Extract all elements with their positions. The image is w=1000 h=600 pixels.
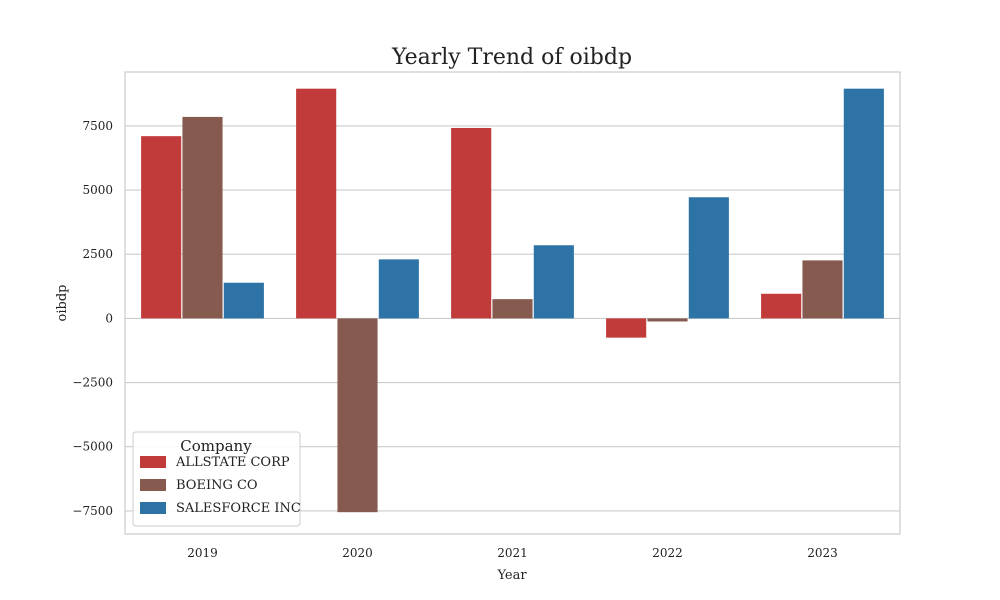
bar-salesforce-inc-2023 xyxy=(843,88,884,319)
bar-allstate-corp-2020 xyxy=(296,88,337,319)
y-tick-label: −5000 xyxy=(72,440,113,454)
bar-allstate-corp-2023 xyxy=(761,293,802,319)
y-tick-label: 7500 xyxy=(82,119,113,133)
legend-label: BOEING CO xyxy=(176,478,258,493)
bars xyxy=(141,88,884,513)
legend-title: Company xyxy=(180,437,252,455)
bar-boeing-co-2020 xyxy=(337,318,378,513)
y-tick-labels: −7500 −5000 −2500 0 2500 5000 7500 xyxy=(72,119,113,518)
bar-allstate-corp-2021 xyxy=(451,127,492,319)
legend-swatch xyxy=(140,479,166,491)
y-tick-label: 5000 xyxy=(82,183,113,197)
x-tick-label: 2021 xyxy=(497,546,528,560)
bar-salesforce-inc-2021 xyxy=(533,245,574,319)
bar-salesforce-inc-2020 xyxy=(378,259,419,319)
y-tick-label: 2500 xyxy=(82,247,113,261)
bar-allstate-corp-2019 xyxy=(141,136,182,319)
bar-boeing-co-2021 xyxy=(492,299,533,319)
x-axis-label: Year xyxy=(496,568,527,583)
bar-salesforce-inc-2019 xyxy=(223,282,264,319)
legend-label: ALLSTATE CORP xyxy=(175,455,290,470)
y-tick-label: −2500 xyxy=(72,376,113,390)
x-tick-label: 2022 xyxy=(652,546,683,560)
bar-boeing-co-2023 xyxy=(802,260,843,319)
chart-title: Yearly Trend of oibdp xyxy=(391,45,632,70)
x-tick-label: 2023 xyxy=(807,546,838,560)
x-tick-label: 2020 xyxy=(342,546,373,560)
bar-boeing-co-2022 xyxy=(647,318,688,322)
y-tick-label: −7500 xyxy=(72,504,113,518)
bar-boeing-co-2019 xyxy=(182,116,223,319)
legend-items: ALLSTATE CORP BOEING CO SALESFORCE INC xyxy=(140,455,301,516)
legend-swatch xyxy=(140,502,166,514)
legend-swatch xyxy=(140,456,166,468)
bar-salesforce-inc-2022 xyxy=(688,197,729,319)
legend: Company ALLSTATE CORP BOEING CO SALESFORCE… xyxy=(132,431,301,527)
x-tick-labels: 2019 2020 2021 2022 2023 xyxy=(187,546,838,560)
bar-allstate-corp-2022 xyxy=(606,318,647,338)
legend-label: SALESFORCE INC xyxy=(176,501,301,516)
x-tick-label: 2019 xyxy=(187,546,218,560)
legend-box xyxy=(132,431,301,527)
y-tick-label: 0 xyxy=(105,311,113,325)
y-axis-label: oibdp xyxy=(55,285,70,322)
